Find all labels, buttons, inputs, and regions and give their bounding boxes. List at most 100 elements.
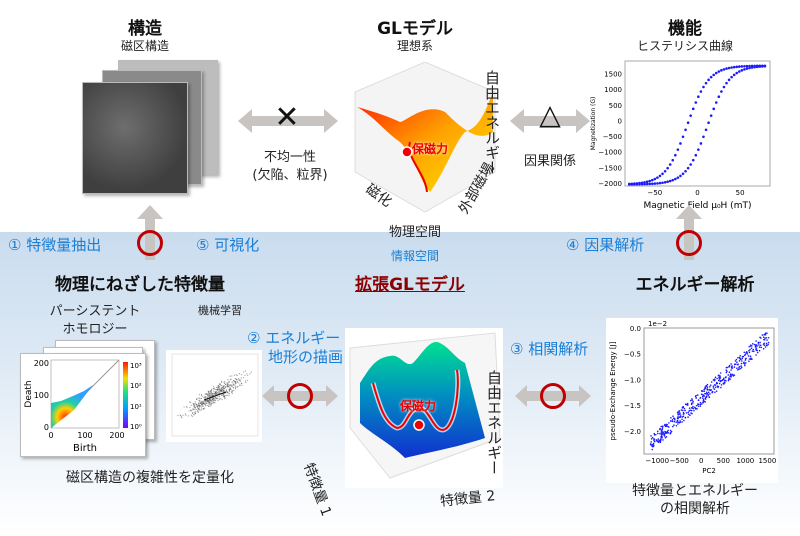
corr-point [682, 415, 685, 417]
ml-point [209, 394, 211, 396]
corr-point [752, 348, 755, 351]
ml-point [233, 389, 235, 392]
corr-point [693, 409, 695, 412]
hysteresis-point [722, 68, 726, 71]
corr-point [714, 378, 716, 380]
corr-scale: 1e−2 [648, 320, 667, 328]
ml-point [187, 415, 190, 417]
ml-point [201, 395, 203, 397]
corr-ytick: −0.5 [624, 351, 641, 359]
ml-point [226, 384, 228, 386]
corr-point [731, 367, 734, 369]
hysteresis-point [689, 114, 692, 117]
hysteresis-point [740, 69, 744, 72]
hysteresis-point [748, 66, 751, 70]
hysteresis-point [627, 182, 631, 186]
double-arrow-gl-function [510, 109, 590, 133]
corr-point [660, 425, 663, 428]
corr-point [667, 425, 669, 428]
corr-point [766, 339, 768, 341]
corr-point [709, 384, 712, 386]
corr-point [660, 431, 663, 433]
energy-landscape-3d [345, 328, 503, 488]
hysteresis-point [743, 64, 746, 68]
ml-point [213, 390, 215, 392]
ml-point [197, 406, 199, 408]
corr-point [763, 334, 765, 336]
corr-point [719, 379, 722, 382]
corr-point [738, 360, 741, 362]
hysteresis-point [674, 177, 677, 181]
hysteresis-point [663, 181, 667, 184]
correlation-caption-2: の相関解析 [660, 501, 730, 517]
corr-point [661, 436, 663, 439]
corr-xtick: 0 [699, 457, 703, 465]
ml-point [214, 393, 216, 395]
corr-point [697, 403, 699, 406]
corr-point [719, 377, 722, 379]
ml-point [209, 391, 211, 393]
corr-point [766, 332, 768, 334]
corr-point [725, 376, 727, 378]
ml-point [224, 395, 226, 397]
ml-point [244, 374, 246, 376]
ml-point [218, 398, 220, 401]
ml-point [196, 410, 199, 412]
hysteresis-point [668, 179, 672, 183]
gl-axis-energy: 自由エネルギー [483, 70, 501, 175]
ml-point [215, 392, 218, 394]
ph-label-1: パーシステント [49, 304, 141, 319]
corr-point [703, 390, 706, 393]
corr-point [755, 347, 758, 349]
hysteresis-ytick: 0 [618, 117, 622, 125]
ml-point [190, 409, 192, 411]
hysteresis-ytick: 1500 [604, 71, 622, 79]
ml-point [235, 378, 237, 380]
corr-point [688, 407, 691, 409]
ml-point [179, 414, 181, 416]
hysteresis-point [717, 95, 721, 98]
hysteresis-point [712, 107, 716, 111]
ml-point [234, 388, 237, 390]
structure-title: 構造 [128, 19, 162, 39]
ml-point [245, 380, 247, 382]
corr-ytick: −2.0 [624, 428, 641, 436]
ml-point [188, 410, 190, 412]
corr-point [696, 408, 698, 410]
ml-point [223, 394, 225, 396]
ml-point [211, 388, 213, 390]
ml-point [206, 393, 208, 395]
corr-point [740, 365, 742, 367]
corr-point [710, 389, 713, 391]
ml-point [212, 399, 214, 401]
corr-point [723, 381, 726, 384]
ml-point [233, 380, 235, 382]
hysteresis-point [702, 135, 705, 139]
ml-point [239, 385, 241, 387]
corr-point [767, 341, 770, 344]
ml-point [216, 398, 218, 400]
corr-point [706, 389, 709, 391]
corr-point [651, 448, 654, 451]
corr-point [726, 366, 728, 369]
ml-point [223, 385, 225, 387]
corr-point [681, 409, 684, 412]
ml-point [219, 397, 221, 399]
ml-point [206, 404, 208, 407]
corr-point [717, 379, 720, 382]
corr-point [694, 406, 696, 409]
hysteresis-point [717, 70, 721, 73]
ml-point [192, 403, 195, 405]
ml-point [238, 379, 240, 381]
corr-point [718, 382, 721, 385]
ml-point [233, 384, 235, 386]
hysteresis-point [648, 179, 652, 183]
corr-point [689, 414, 691, 417]
corr-point [743, 363, 746, 365]
corr-point [713, 384, 716, 386]
ml-point [209, 400, 211, 402]
hysteresis-point [658, 174, 662, 178]
corr-point [738, 368, 740, 370]
ml-point [232, 387, 234, 389]
corr-point [682, 411, 685, 414]
